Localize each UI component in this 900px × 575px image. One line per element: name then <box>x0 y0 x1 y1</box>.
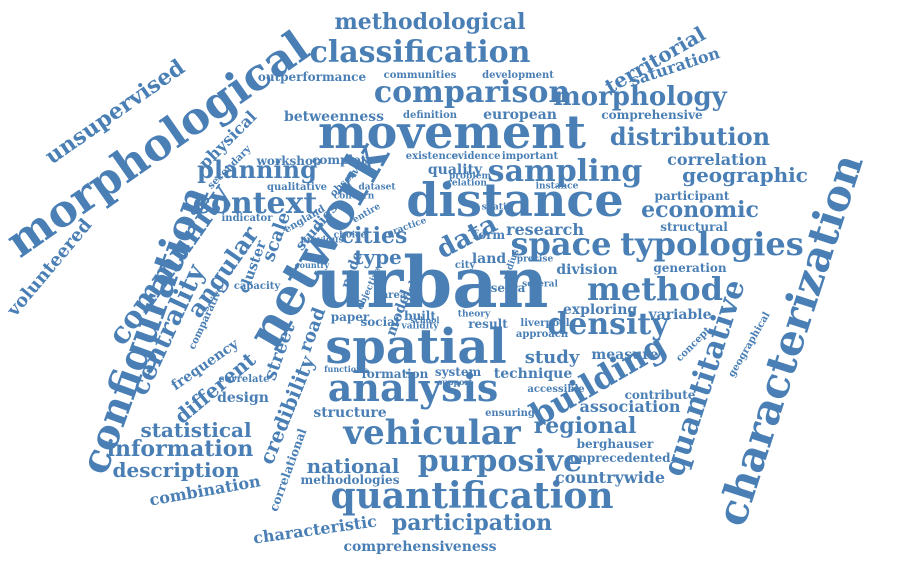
word-accessible: accessible <box>527 384 585 395</box>
word-important: important <box>501 151 559 162</box>
word-comprehensiveness: comprehensiveness <box>343 539 497 555</box>
word-precise: precise <box>516 254 554 265</box>
word-technique: technique <box>493 366 573 382</box>
word-problem: problem <box>449 171 491 182</box>
word-land: land <box>471 251 507 267</box>
word-variable: variable <box>648 307 712 323</box>
word-area: area <box>381 290 407 301</box>
word-national: national <box>306 454 400 478</box>
word-berghauser: berghauser <box>576 437 654 451</box>
word-complete: complete <box>312 153 374 167</box>
word-correlation: correlation <box>667 150 767 169</box>
word-choice: choice <box>333 230 367 241</box>
word-several: several <box>522 279 558 290</box>
word-countrywide: countrywide <box>554 468 666 487</box>
word-methodologies: methodologies <box>300 473 400 487</box>
word-indicator: indicator <box>221 213 273 224</box>
word-result: result <box>468 317 508 331</box>
word-evidence: evidence <box>451 151 501 162</box>
word-support: support <box>437 377 473 387</box>
word-division: division <box>556 262 618 278</box>
word-structure: structure <box>313 405 387 421</box>
word-validity: validity <box>401 321 439 332</box>
word-information: information <box>106 436 254 462</box>
word-exploring: exploring <box>562 302 638 318</box>
word-economic: economic <box>641 197 759 223</box>
word-previous: previous <box>300 235 344 246</box>
word-communities: communities <box>383 70 457 81</box>
word-liverpool: liverpool <box>520 318 570 329</box>
word-context: context <box>192 186 318 221</box>
word-statistical: statistical <box>140 418 252 442</box>
word-study: study <box>524 347 580 368</box>
word-geographic: geographic <box>682 163 808 187</box>
word-development: development <box>482 70 554 81</box>
word-european: european <box>483 107 557 123</box>
word-quantification: quantification <box>330 475 614 517</box>
word-participation: participation <box>391 510 553 536</box>
word-system: system <box>434 365 482 379</box>
word-function: function <box>324 364 362 374</box>
word-planning: planning <box>197 155 317 184</box>
word-school: school <box>410 315 440 325</box>
word-country: country <box>294 260 330 270</box>
word-movement: movement <box>318 105 586 159</box>
word-serra: serra <box>490 281 526 295</box>
word-ensuring: ensuring <box>485 408 535 419</box>
word-spatial: spatial <box>325 319 507 375</box>
word-method: method <box>587 270 723 308</box>
word-comprehensive: comprehensive <box>601 108 703 122</box>
word-purposive: purposive <box>417 444 583 479</box>
word-qualitative: qualitative <box>266 182 328 193</box>
word-generation: generation <box>653 261 727 275</box>
word-spatio: spatio <box>481 202 513 213</box>
word-research: research <box>506 220 584 239</box>
word-workshop: workshop <box>256 154 322 168</box>
word-type: type <box>354 245 402 269</box>
word-dataset: dataset <box>358 182 396 193</box>
word-distance: distance <box>406 173 624 227</box>
word-typologies: typologies <box>620 225 804 263</box>
word-participant: participant <box>654 189 730 203</box>
word-analysis: analysis <box>327 365 499 410</box>
word-urban: urban <box>315 241 549 324</box>
word-methodological: methodological <box>334 9 526 35</box>
word-distribution: distribution <box>609 122 771 151</box>
word-contribute: contribute <box>624 388 696 402</box>
word-morphology: morphology <box>553 82 727 112</box>
word-space: space <box>510 225 612 263</box>
word-definition: definition <box>402 110 458 121</box>
word-density: density <box>547 307 669 342</box>
word-sampling: sampling <box>487 154 643 189</box>
word-approach: approach <box>515 329 569 340</box>
word-city: city <box>454 260 476 271</box>
word-unprecedented: unprecedented <box>569 451 671 465</box>
word-social: social <box>360 315 400 329</box>
word-concern: concern <box>333 191 375 202</box>
word-cities: cities <box>340 223 408 249</box>
word-existence: existence <box>405 151 459 162</box>
word-capacity: capacity <box>233 281 281 292</box>
word-design: design <box>217 390 269 406</box>
word-paper: paper <box>330 310 370 324</box>
word-correlate: correlate <box>218 374 270 385</box>
word-outperformance: outperformance <box>257 70 367 84</box>
word-description: description <box>112 458 240 482</box>
word-relation: relation <box>447 178 487 189</box>
word-association: association <box>579 397 681 416</box>
word-classification: classification <box>309 35 531 70</box>
word-quality: quality <box>427 162 483 178</box>
word-comparison: comparison <box>373 75 571 110</box>
word-built: built <box>404 309 436 323</box>
word-vehicular: vehicular <box>343 413 521 453</box>
word-measure: measure <box>591 347 659 363</box>
word-form: form <box>472 228 506 242</box>
word-regional: regional <box>533 413 637 439</box>
word-theory: theory <box>457 309 491 320</box>
word-structural: structural <box>660 220 728 234</box>
word-instance: instance <box>535 181 579 192</box>
word-betweenness: betweenness <box>283 109 385 125</box>
word-formation: formation <box>361 367 429 381</box>
